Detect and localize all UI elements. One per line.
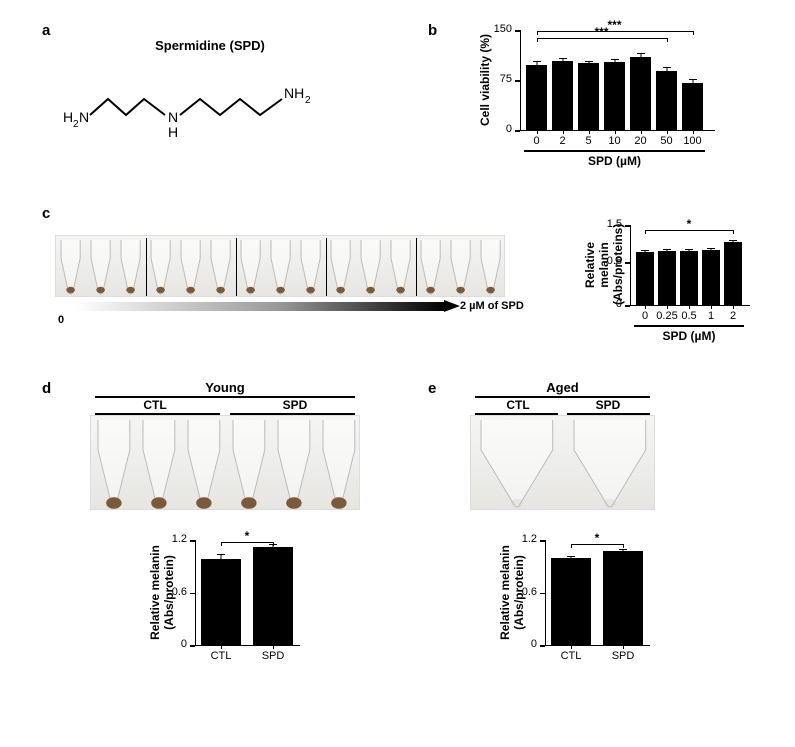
svg-text:N: N	[79, 109, 89, 125]
bar	[604, 62, 625, 130]
significance-label: *	[232, 529, 262, 543]
tube	[448, 238, 473, 296]
tube	[118, 238, 143, 296]
panel-label-c: c	[42, 205, 50, 222]
tube	[95, 418, 133, 509]
significance-label: *	[674, 217, 704, 231]
tube	[418, 238, 443, 296]
significance-label: *	[582, 531, 612, 545]
bar	[201, 559, 241, 645]
gradient-right-label: 2 µM of SPD	[460, 300, 524, 312]
gradient-bar	[75, 302, 445, 311]
significance-label: ***	[600, 18, 630, 32]
tube	[230, 418, 268, 509]
ctl-e: CTL	[478, 398, 558, 412]
tube	[328, 238, 353, 296]
y-axis-label: Cell viability (%)	[478, 30, 492, 130]
x-tick-label: SPD	[597, 650, 649, 662]
svg-text:H: H	[168, 124, 178, 140]
ctl-d: CTL	[115, 398, 195, 412]
bar	[630, 57, 651, 130]
bar	[552, 61, 573, 130]
tube-photo-c	[55, 235, 505, 297]
x-axis-label: SPD (µM)	[526, 154, 703, 168]
bar	[724, 242, 742, 305]
bar	[680, 251, 698, 305]
tube	[478, 238, 503, 296]
x-tick-label: CTL	[195, 650, 247, 662]
x-tick-label: SPD	[247, 650, 299, 662]
bar	[658, 251, 676, 305]
tube	[275, 418, 313, 509]
tube	[148, 238, 173, 296]
svg-text:NH: NH	[284, 85, 304, 101]
tube	[478, 418, 556, 509]
bar	[578, 63, 599, 130]
x-tick-label: 100	[676, 135, 709, 147]
tube	[88, 238, 113, 296]
aged-header: Aged	[470, 380, 655, 395]
young-header: Young	[90, 380, 360, 395]
panel-label-e: e	[428, 380, 436, 397]
bar	[526, 65, 547, 130]
panel-label-a: a	[42, 22, 50, 39]
x-tick-label: CTL	[545, 650, 597, 662]
bar	[682, 83, 703, 130]
tube	[238, 238, 263, 296]
chart-cell-viability: 075150025102050100SPD (µM)Cell viability…	[470, 30, 740, 170]
tube	[178, 238, 203, 296]
bar	[702, 250, 720, 305]
tube	[268, 238, 293, 296]
chemical-structure: H 2 N N H NH 2	[60, 65, 350, 145]
chart-melanin-e: 00.61.2CTLSPDRelative melanin(Abs/protei…	[490, 540, 680, 690]
tube-photo-d	[90, 415, 360, 510]
bar	[603, 551, 643, 646]
tube	[358, 238, 383, 296]
tube	[140, 418, 178, 509]
tube	[388, 238, 413, 296]
svg-text:N: N	[168, 109, 178, 125]
y-axis-label: Relative melanin(Abs/protein)	[148, 540, 176, 645]
chart-melanin-c: 00.81.500.250.512SPD (µM)Relative melani…	[575, 225, 770, 343]
tube	[298, 238, 323, 296]
tube	[571, 418, 649, 509]
tube	[320, 418, 358, 509]
spd-d: SPD	[255, 398, 335, 412]
y-axis-label: Relative melanin(Abs/protein)	[498, 540, 526, 645]
x-tick-label: 2	[718, 310, 748, 322]
bar	[636, 252, 654, 305]
y-axis-label: Relative melanin(Abs/proteins)	[583, 225, 625, 305]
tube-photo-e	[470, 415, 655, 510]
bar	[551, 558, 591, 646]
panel-label-b: b	[428, 22, 437, 39]
spd-title: Spermidine (SPD)	[120, 38, 300, 53]
svg-text:2: 2	[305, 95, 311, 106]
bar	[253, 547, 293, 645]
spd-e: SPD	[568, 398, 648, 412]
tube	[58, 238, 83, 296]
bar	[656, 71, 677, 130]
panel-label-d: d	[42, 380, 51, 397]
tube	[185, 418, 223, 509]
x-axis-label: SPD (µM)	[636, 329, 742, 343]
gradient-left-label: 0	[58, 314, 64, 326]
svg-text:H: H	[63, 109, 73, 125]
tube	[208, 238, 233, 296]
chart-melanin-d: 00.61.2CTLSPDRelative melanin(Abs/protei…	[140, 540, 330, 690]
